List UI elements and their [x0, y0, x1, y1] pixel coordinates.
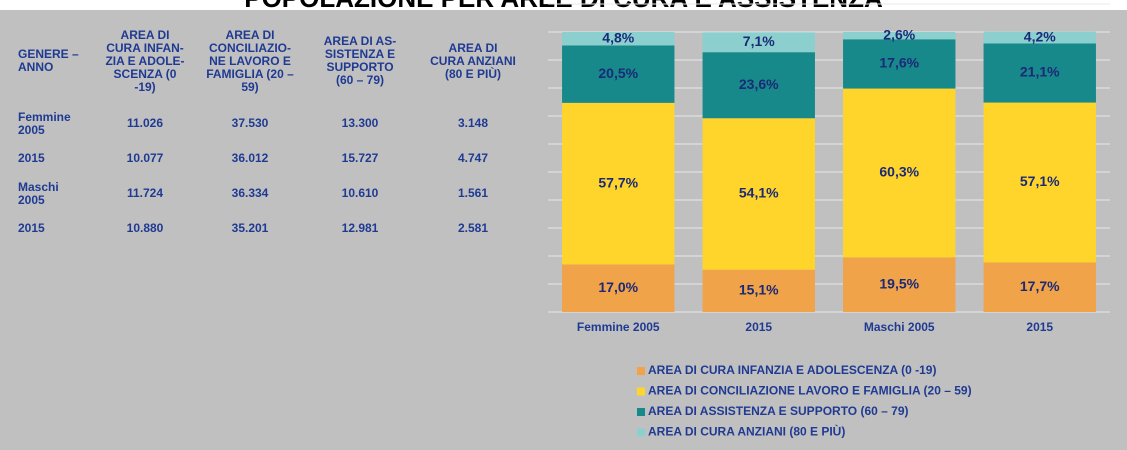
- title: POPOLAZIONE PER AREE DI CURA E ASSISTENZ…: [0, 0, 1127, 14]
- bar-segment: [843, 39, 956, 89]
- data-label: 23,6%: [739, 76, 779, 92]
- table-cell: 15.727: [341, 151, 379, 165]
- bar-segment: [702, 52, 815, 119]
- legend-label: AREA DI CONCILIAZIONE LAVORO E FAMIGLIA …: [648, 384, 972, 398]
- legend-swatch: [637, 408, 645, 416]
- legend-label: AREA DI CURA ANZIANI (80 E PIÙ): [648, 424, 845, 439]
- table-cell: 37.530: [231, 116, 269, 130]
- bar-segment: [983, 43, 1096, 103]
- table-cell: 2.581: [457, 221, 489, 235]
- table-cell: 36.334: [231, 186, 269, 200]
- table-cell: 4.747: [457, 151, 489, 165]
- bar-segment: [702, 269, 815, 312]
- bar-segment: [843, 32, 956, 40]
- table-row: Femmine 2005 11.026 37.530 13.300 3.148: [10, 106, 532, 141]
- data-label: 57,7%: [598, 174, 638, 190]
- data-label: 60,3%: [879, 164, 919, 180]
- bar-segment: [562, 32, 675, 46]
- data-label: 4,8%: [602, 29, 634, 45]
- header-row: GENERE – ANNO AREA DI CURA INFAN- ZIA E A…: [10, 16, 532, 106]
- bar-segment: [562, 102, 675, 265]
- header-cell: GENERE – ANNO: [18, 47, 79, 74]
- bar-segment: [983, 102, 1096, 263]
- bar-segment: [843, 257, 956, 312]
- data-label: 17,6%: [879, 55, 919, 71]
- table-cell: 10.610: [341, 186, 379, 200]
- legend-swatch: [637, 387, 645, 396]
- data-label: 17,7%: [1020, 278, 1060, 294]
- data-label: 21,1%: [1020, 64, 1060, 80]
- data-table: GENERE – ANNO AREA DI CURA INFAN- ZIA E A…: [10, 16, 532, 246]
- table-row: Maschi 2005 11.724 36.334 10.610 1.561: [10, 176, 532, 211]
- legend-swatch: [637, 367, 645, 375]
- data-label: 19,5%: [879, 275, 919, 291]
- table-cell: Maschi 2005: [18, 179, 59, 207]
- bar-segment: [843, 88, 956, 258]
- table-cell: 35.201: [231, 221, 269, 235]
- data-label: 20,5%: [598, 65, 638, 81]
- table-cell: 1.561: [457, 186, 489, 200]
- data-label: 2,6%: [883, 26, 915, 42]
- table-cell: 10.880: [126, 221, 164, 235]
- header-cell: AREA DI CURA ANZIANI (80 E PIÙ): [430, 40, 516, 81]
- x-tick-label: Maschi 2005: [864, 320, 935, 334]
- bar-segment: [702, 32, 815, 53]
- table-cell: Femmine 2005: [18, 109, 71, 137]
- bar-segment: [983, 262, 1096, 312]
- data-label: 54,1%: [739, 185, 779, 201]
- data-label: 7,1%: [743, 33, 775, 49]
- bar-segment: [562, 264, 675, 312]
- x-tick-label: Femmine 2005: [577, 320, 660, 334]
- bar-segment: [562, 45, 675, 103]
- table-cell: 2015: [18, 221, 45, 235]
- table-cell: 12.981: [341, 221, 379, 235]
- data-label: 4,2%: [1024, 28, 1056, 44]
- bar-segment: [983, 31, 1096, 44]
- x-tick-label: 2015: [745, 320, 772, 334]
- data-label: 15,1%: [739, 282, 779, 298]
- legend-swatch: [637, 428, 645, 437]
- table-row: 2015 10.077 36.012 15.727 4.747: [10, 141, 532, 176]
- header-cell: AREA DI AS- SISTENZA E SUPPORTO (60 – 79…: [323, 34, 397, 87]
- table-cell: 13.300: [341, 116, 379, 130]
- header-cell: AREA DI CURA INFAN- ZIA E ADOLE- SCENZA …: [105, 27, 185, 94]
- table-cell: 2015: [18, 151, 45, 165]
- bar-segment: [702, 118, 815, 270]
- table-cell: 11.724: [126, 186, 164, 200]
- legend-label: AREA DI ASSISTENZA E SUPPORTO (60 – 79): [648, 404, 909, 418]
- data-label: 57,1%: [1020, 173, 1060, 189]
- x-tick-label: 2015: [1026, 320, 1053, 334]
- table-cell: 11.026: [126, 116, 164, 130]
- table-cell: 3.148: [457, 116, 489, 130]
- table-row: 2015 10.880 35.201 12.981 2.581: [10, 211, 532, 246]
- data-label: 17,0%: [598, 279, 638, 295]
- legend-label: AREA DI CURA INFANZIA E ADOLESCENZA (0 -…: [648, 363, 936, 377]
- table-cell: 36.012: [231, 151, 269, 165]
- header-cell: AREA DI CONCILIAZIO- NE LAVORO E FAMIGLI…: [206, 27, 294, 94]
- table-cell: 10.077: [126, 151, 164, 165]
